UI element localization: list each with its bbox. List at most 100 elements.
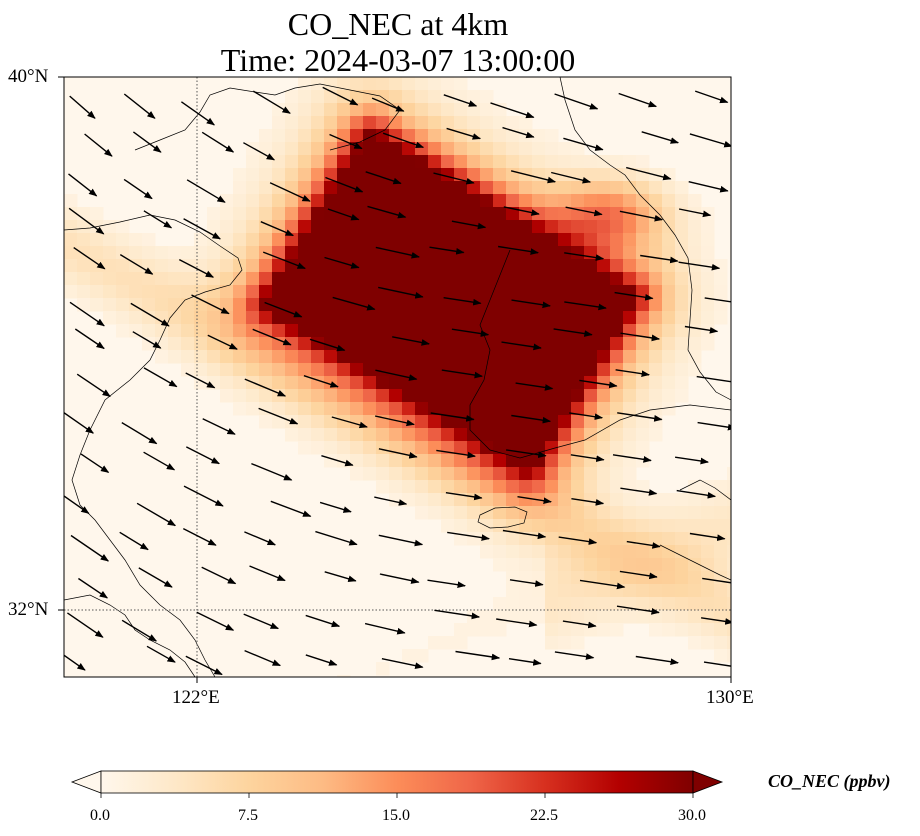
field-cell xyxy=(246,324,260,338)
field-cell xyxy=(532,194,546,208)
field-cell xyxy=(545,194,559,208)
field-cell xyxy=(519,298,533,312)
field-cell xyxy=(701,298,715,312)
field-cell xyxy=(116,233,130,247)
field-cell xyxy=(103,298,117,312)
field-cell xyxy=(519,519,533,533)
field-cell xyxy=(415,298,429,312)
field-cell xyxy=(415,467,429,481)
field-cell xyxy=(337,311,351,325)
field-cell xyxy=(259,142,273,156)
field-cell xyxy=(376,480,390,494)
field-cell xyxy=(259,233,273,247)
field-cell xyxy=(493,337,507,351)
wind-arrow xyxy=(315,530,358,546)
field-cell xyxy=(168,311,182,325)
field-cell xyxy=(181,363,195,377)
field-cell xyxy=(480,90,494,104)
wind-arrow xyxy=(258,407,299,425)
field-cell xyxy=(207,259,221,273)
wind-arrow xyxy=(697,421,731,431)
field-cell xyxy=(311,233,325,247)
field-cell xyxy=(480,103,494,117)
field-cell xyxy=(415,428,429,442)
field-cell xyxy=(571,142,585,156)
field-cell xyxy=(428,285,442,299)
field-cell xyxy=(454,363,468,377)
field-cell xyxy=(636,558,650,572)
field-cell xyxy=(727,532,731,546)
field-cell xyxy=(506,571,520,585)
wind-arrow xyxy=(183,485,224,507)
field-cell xyxy=(584,181,598,195)
field-cell xyxy=(532,363,546,377)
field-cell xyxy=(519,324,533,338)
field-cell xyxy=(649,558,663,572)
field-cell xyxy=(311,220,325,234)
field-cell xyxy=(480,207,494,221)
field-cell xyxy=(454,181,468,195)
field-cell xyxy=(532,558,546,572)
field-cell xyxy=(194,246,208,260)
field-cell xyxy=(415,220,429,234)
field-cell xyxy=(571,519,585,533)
field-cell xyxy=(324,454,338,468)
field-cell xyxy=(454,467,468,481)
field-cell xyxy=(558,467,572,481)
field-cell xyxy=(467,285,481,299)
field-cell xyxy=(415,129,429,143)
field-cell xyxy=(415,376,429,390)
field-cell xyxy=(636,402,650,416)
field-cell xyxy=(480,168,494,182)
field-cell xyxy=(545,389,559,403)
field-cell xyxy=(285,168,299,182)
field-cell xyxy=(285,285,299,299)
field-cell xyxy=(610,272,624,286)
field-cell xyxy=(519,155,533,169)
field-cell xyxy=(714,519,728,533)
field-cell xyxy=(246,168,260,182)
field-cell xyxy=(103,246,117,260)
field-cell xyxy=(506,259,520,273)
wind-arrow xyxy=(517,496,552,504)
field-cell xyxy=(597,610,611,624)
wind-arrow xyxy=(502,126,535,139)
field-cell xyxy=(584,493,598,507)
wind-arrows xyxy=(64,86,731,676)
field-cell xyxy=(467,389,481,403)
field-cell xyxy=(402,220,416,234)
field-cell xyxy=(519,610,533,624)
field-cell xyxy=(467,194,481,208)
field-cell xyxy=(558,610,572,624)
field-cell xyxy=(493,298,507,312)
field-cell xyxy=(610,519,624,533)
wind-arrow xyxy=(451,220,487,230)
field-cell xyxy=(584,467,598,481)
field-cell xyxy=(181,272,195,286)
field-cell xyxy=(623,493,637,507)
field-cell xyxy=(350,363,364,377)
wind-arrow xyxy=(136,502,177,527)
field-cell xyxy=(467,168,481,182)
field-cell xyxy=(558,428,572,442)
field-cell xyxy=(233,324,247,338)
field-cell xyxy=(584,298,598,312)
field-cell xyxy=(428,142,442,156)
field-cell xyxy=(168,350,182,364)
field-cell xyxy=(584,389,598,403)
field-cell xyxy=(233,311,247,325)
field-cell xyxy=(532,259,546,273)
field-cell xyxy=(220,246,234,260)
field-cell xyxy=(441,116,455,130)
field-cell xyxy=(207,363,221,377)
field-cell xyxy=(649,350,663,364)
field-cell xyxy=(311,441,325,455)
field-cell xyxy=(324,259,338,273)
field-cell xyxy=(415,389,429,403)
field-cell xyxy=(428,363,442,377)
field-cell xyxy=(493,376,507,390)
wind-arrow xyxy=(119,531,149,551)
field-cell xyxy=(662,363,676,377)
field-cell xyxy=(519,493,533,507)
field-cell xyxy=(376,428,390,442)
